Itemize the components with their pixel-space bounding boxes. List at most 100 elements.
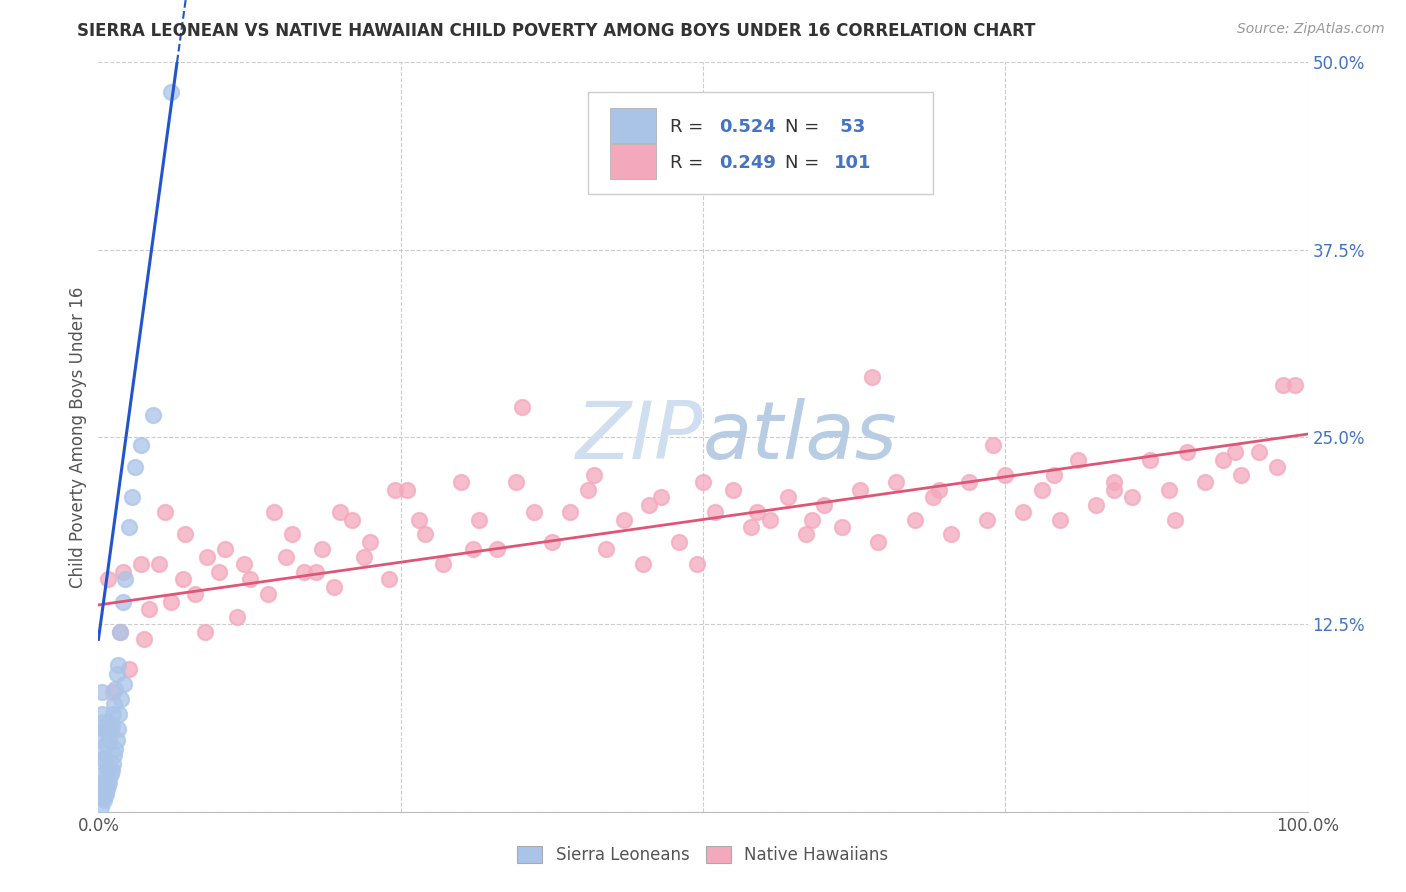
Point — [100, 767, 122, 781]
Point — [692, 475, 714, 489]
Point — [353, 549, 375, 564]
Point — [921, 490, 943, 504]
Point — [994, 467, 1017, 482]
Point — [1212, 452, 1234, 467]
Point — [305, 565, 328, 579]
Point — [101, 756, 124, 771]
Point — [94, 787, 117, 801]
Point — [91, 745, 114, 759]
Point — [91, 730, 114, 744]
Point — [107, 723, 129, 737]
Point — [96, 763, 118, 777]
Point — [90, 800, 112, 814]
Text: R =: R = — [671, 153, 710, 172]
Point — [1042, 467, 1064, 482]
Point — [595, 542, 617, 557]
Point — [1049, 512, 1071, 526]
Point — [463, 542, 485, 557]
Point — [1163, 512, 1185, 526]
Point — [108, 624, 131, 639]
Point — [613, 512, 636, 526]
Point — [90, 789, 112, 804]
Point — [860, 370, 883, 384]
Point — [97, 760, 120, 774]
Point — [813, 498, 835, 512]
Point — [831, 520, 853, 534]
Y-axis label: Child Poverty Among Boys Under 16: Child Poverty Among Boys Under 16 — [69, 286, 87, 588]
Text: 0.249: 0.249 — [718, 153, 776, 172]
Point — [91, 752, 114, 766]
Point — [214, 542, 236, 557]
Point — [704, 505, 727, 519]
Point — [981, 437, 1004, 451]
Point — [342, 512, 364, 526]
Point — [194, 624, 217, 639]
Point — [232, 558, 254, 572]
Point — [686, 558, 709, 572]
Point — [94, 737, 117, 751]
Point — [468, 512, 491, 526]
Point — [97, 714, 120, 729]
Point — [292, 565, 315, 579]
Point — [91, 685, 114, 699]
Point — [740, 520, 762, 534]
Point — [800, 512, 823, 526]
Point — [91, 714, 114, 729]
Point — [100, 763, 122, 777]
Point — [510, 400, 533, 414]
Point — [121, 490, 143, 504]
Point — [97, 573, 120, 587]
Point — [97, 778, 120, 792]
Point — [450, 475, 472, 489]
Point — [160, 86, 183, 100]
Point — [114, 573, 136, 587]
Point — [523, 505, 546, 519]
Point — [311, 542, 333, 557]
Point — [129, 558, 152, 572]
Point — [1012, 505, 1035, 519]
Point — [256, 587, 278, 601]
Point — [957, 475, 980, 489]
Point — [1121, 490, 1143, 504]
Point — [1067, 452, 1090, 467]
Text: 0.524: 0.524 — [718, 118, 776, 136]
Point — [723, 483, 745, 497]
Point — [98, 774, 121, 789]
Point — [93, 782, 115, 797]
Point — [134, 632, 156, 647]
Point — [329, 505, 352, 519]
Point — [93, 752, 115, 766]
Point — [98, 732, 121, 747]
Point — [1157, 483, 1180, 497]
Point — [100, 723, 122, 737]
Point — [111, 565, 134, 579]
Point — [939, 527, 962, 541]
Text: atlas: atlas — [703, 398, 898, 476]
Point — [195, 549, 218, 564]
Point — [281, 527, 304, 541]
Text: ZIP: ZIP — [575, 398, 703, 476]
Point — [583, 467, 606, 482]
Point — [96, 723, 118, 737]
Point — [776, 490, 799, 504]
Point — [112, 677, 135, 691]
Point — [886, 475, 908, 489]
Point — [101, 685, 124, 699]
Point — [172, 573, 194, 587]
Point — [540, 535, 562, 549]
Point — [505, 475, 527, 489]
Point — [108, 624, 131, 639]
Text: R =: R = — [671, 118, 710, 136]
Text: 101: 101 — [834, 153, 872, 172]
Point — [160, 595, 183, 609]
Point — [904, 512, 927, 526]
Point — [323, 580, 346, 594]
Point — [91, 774, 114, 789]
Point — [1194, 475, 1216, 489]
Text: 53: 53 — [834, 118, 865, 136]
Point — [108, 707, 131, 722]
Point — [103, 747, 125, 762]
Point — [142, 408, 165, 422]
Point — [174, 527, 197, 541]
Point — [104, 741, 127, 756]
